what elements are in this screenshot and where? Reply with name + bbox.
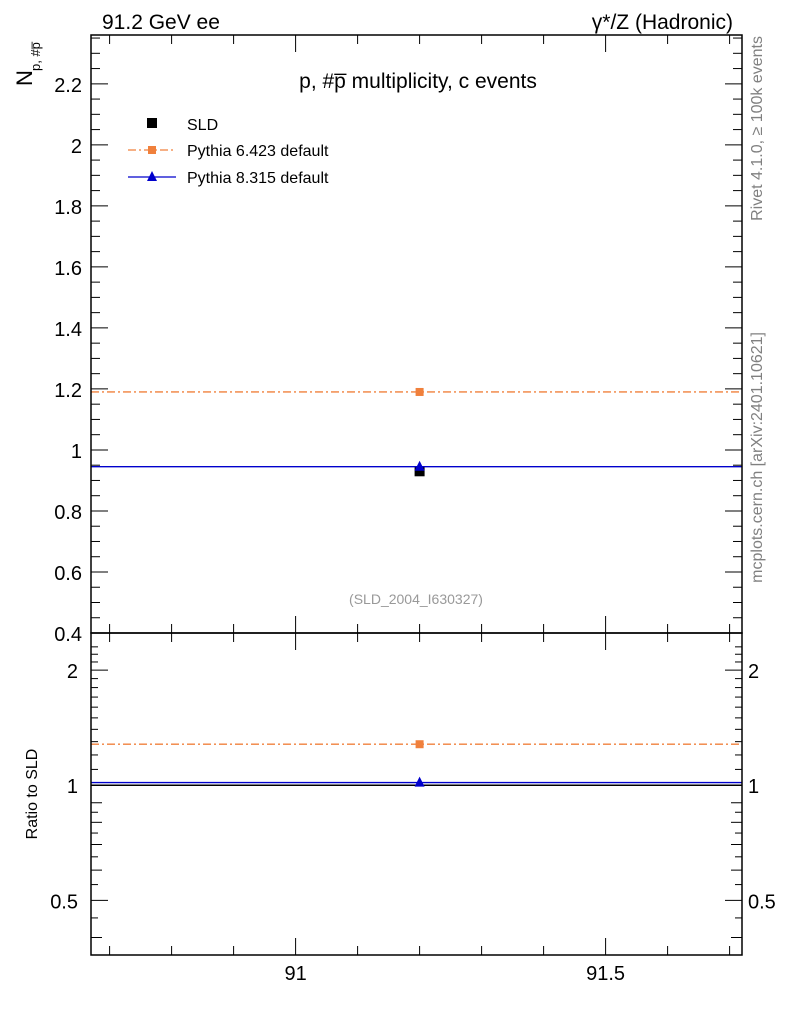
header-left-label: 91.2 GeV ee — [102, 11, 220, 34]
ratio-frame — [90, 632, 743, 956]
ratio-y-tick-label-left: 1 — [67, 776, 78, 798]
legend-label-pythia6: Pythia 6.423 default — [187, 143, 329, 160]
main-y-axis-label: N p, #p̅ — [12, 42, 43, 86]
legend-marker-pythia8 — [147, 171, 157, 181]
ratio-y-axis-label: Ratio to SLD — [24, 749, 41, 840]
main-point-2 — [414, 460, 425, 471]
chart-title: p, #p̅ multiplicity, c events — [299, 70, 537, 93]
y-label-main: N — [12, 70, 37, 86]
x-tick-label: 91.5 — [586, 963, 625, 985]
y-tick-label: 1.8 — [54, 197, 82, 219]
ratio-y-tick-label-right: 2 — [748, 661, 759, 683]
legend: SLD Pythia 6.423 default Pythia 8.315 de… — [128, 117, 329, 187]
header-right-label: γ*/Z (Hadronic) — [592, 11, 733, 34]
y-tick-label: 1.4 — [54, 319, 82, 341]
ratio-y-tick-label-left: 2 — [67, 661, 78, 683]
x-tick-label: 91 — [284, 963, 306, 985]
reference-label: (SLD_2004_I630327) — [349, 591, 483, 607]
ratio-point-2 — [414, 776, 425, 787]
mcplots-label: mcplots.cern.ch [arXiv:2401.10621] — [749, 332, 766, 583]
legend-label-sld: SLD — [187, 117, 218, 134]
legend-label-pythia8: Pythia 8.315 default — [187, 170, 329, 187]
legend-marker-pythia6 — [148, 146, 156, 154]
y-tick-label: 0.6 — [54, 563, 82, 585]
main-point-0 — [414, 466, 425, 477]
y-label-sub: p, #p̅ — [28, 42, 43, 71]
ratio-y-tick-label-left: 0.5 — [50, 891, 78, 913]
y-tick-label: 2 — [71, 136, 82, 158]
ratio-y-tick-label-right: 1 — [748, 776, 759, 798]
main-axes: 0.4 0.6 0.8 1 1.2 1.4 1.6 1.8 2 2.2 — [54, 35, 742, 646]
ratio-y-tick-label-right: 0.5 — [748, 891, 776, 913]
y-tick-label: 0.8 — [54, 502, 82, 524]
y-tick-label: 1.2 — [54, 380, 82, 402]
y-tick-label: 1 — [71, 441, 82, 463]
y-tick-label: 1.6 — [54, 258, 82, 280]
main-data — [91, 387, 742, 477]
y-tick-label: 0.4 — [54, 624, 82, 646]
ratio-point-1 — [415, 740, 424, 749]
rivet-label: Rivet 4.1.0, ≥ 100k events — [749, 36, 766, 221]
legend-marker-sld — [147, 118, 157, 128]
ratio-data — [91, 740, 742, 787]
ratio-axes: 0.5 0.5 1 1 2 2 91 91.5 — [50, 633, 776, 985]
y-tick-label: 2.2 — [54, 75, 82, 97]
main-point-1 — [415, 387, 424, 396]
